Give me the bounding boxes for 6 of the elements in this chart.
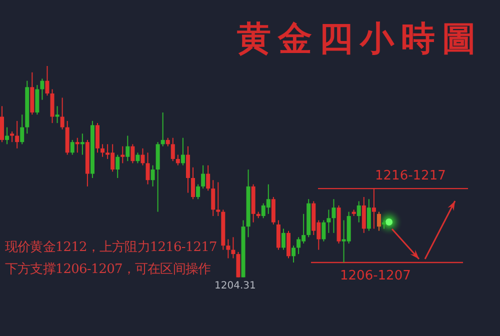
annotation: 1204.31: [214, 280, 256, 292]
annotation: 下方支撑1206-1207，可在区间操作: [5, 261, 211, 277]
chart-title: 黄金四小時圖: [237, 19, 483, 59]
annotation: 1216-1217: [375, 168, 446, 184]
annotation: 1206-1207: [340, 268, 411, 284]
annotation: 现价黄金1212，上方阻力1216-1217: [5, 239, 217, 255]
